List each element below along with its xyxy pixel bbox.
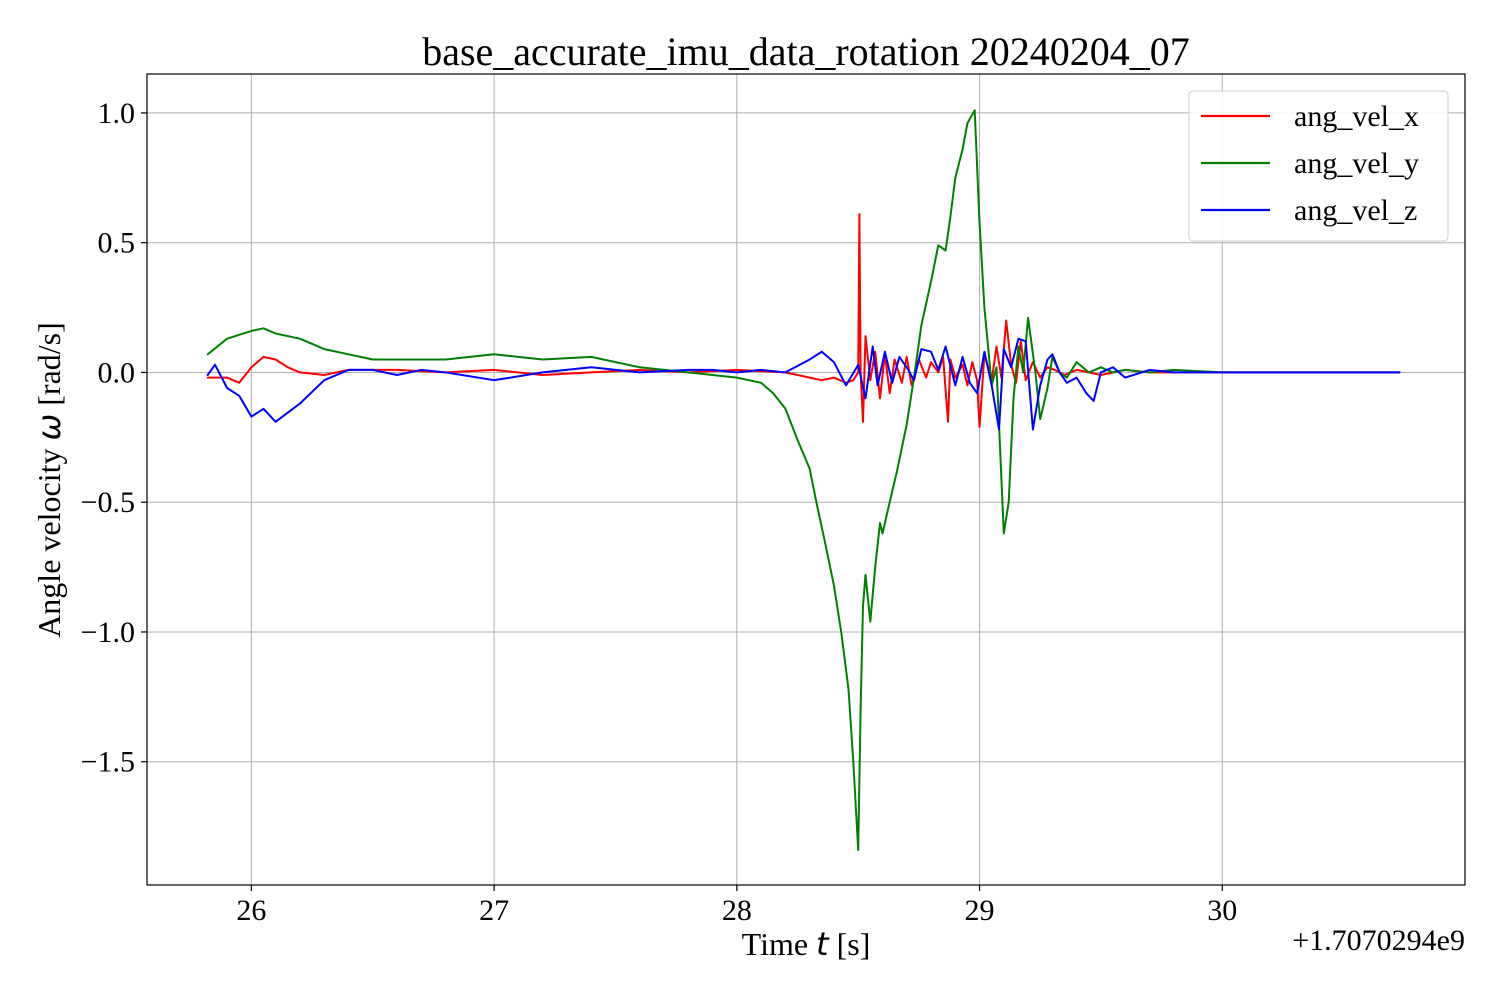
x-tick-label: 27 <box>479 894 509 927</box>
legend-box <box>1188 90 1449 242</box>
y-tick-label: 1.0 <box>98 97 136 130</box>
x-tick-label: 28 <box>722 894 752 927</box>
y-tick-label: −1.0 <box>81 616 135 649</box>
grid <box>147 74 1465 885</box>
chart-title: base_accurate_imu_data_rotation 20240204… <box>422 29 1190 74</box>
legend-label-ang-vel-y: ang_vel_y <box>1294 147 1419 180</box>
series-line-ang-vel-z <box>206 337 1401 431</box>
y-axis-symbol: ω <box>30 414 68 441</box>
y-tick-label: 0.0 <box>98 356 136 389</box>
y-axis-title-pre: Angle velocity <box>31 441 67 638</box>
y-tick-label: −1.5 <box>81 746 135 779</box>
x-tick-label: 29 <box>965 894 995 927</box>
x-axis-title-pre: Time <box>742 926 816 962</box>
plot-frame <box>146 73 1466 886</box>
x-axis-title: Time t [s] <box>742 925 871 963</box>
x-axis-title-post: [s] <box>829 926 871 962</box>
ticks: 26 27 28 29 30 1.0 0.5 0.0 −0.5 −1.0 −1.5 <box>81 97 1238 927</box>
legend: ang_vel_x ang_vel_y ang_vel_z <box>1188 90 1449 242</box>
y-axis-title: Angle velocity ω [rad/s] <box>30 322 68 638</box>
x-tick-label: 30 <box>1207 894 1237 927</box>
legend-label-ang-vel-z: ang_vel_z <box>1294 194 1417 227</box>
y-tick-label: −0.5 <box>81 486 135 519</box>
x-tick-label: 26 <box>236 894 266 927</box>
x-axis-symbol: t <box>816 925 830 963</box>
x-axis-offset-label: +1.7070294e9 <box>1292 924 1465 957</box>
y-tick-label: 0.5 <box>98 227 136 260</box>
legend-label-ang-vel-x: ang_vel_x <box>1294 100 1419 133</box>
y-axis-title-post: [rad/s] <box>31 322 67 414</box>
series-group <box>206 109 1401 851</box>
